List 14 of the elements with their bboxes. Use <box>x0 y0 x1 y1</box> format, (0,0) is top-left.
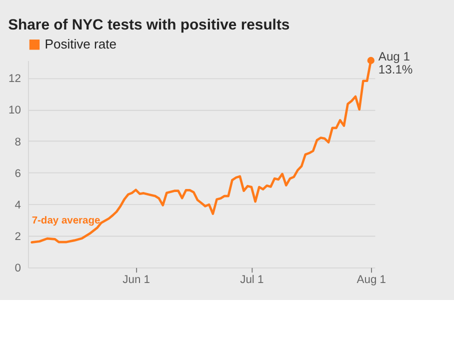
y-tick-label: 8 <box>14 136 21 148</box>
y-tick-label: 6 <box>14 168 21 180</box>
y-tick-label: 4 <box>14 199 21 212</box>
x-tick-label: Jul 1 <box>240 274 264 286</box>
annotation: Aug 1 13.1% <box>378 50 413 77</box>
x-tick-label: Jun 1 <box>122 274 150 286</box>
legend-label: Positive rate <box>44 36 117 52</box>
annotation: 7-day average <box>32 216 100 227</box>
chart-title: Share of NYC tests with positive results <box>8 18 290 34</box>
y-tick-label: 2 <box>14 231 21 244</box>
y-tick-label: 12 <box>8 73 21 86</box>
y-tick-label: 10 <box>8 104 21 117</box>
x-tick-label: Aug 1 <box>356 274 386 286</box>
y-tick-label: 0 <box>14 262 21 275</box>
